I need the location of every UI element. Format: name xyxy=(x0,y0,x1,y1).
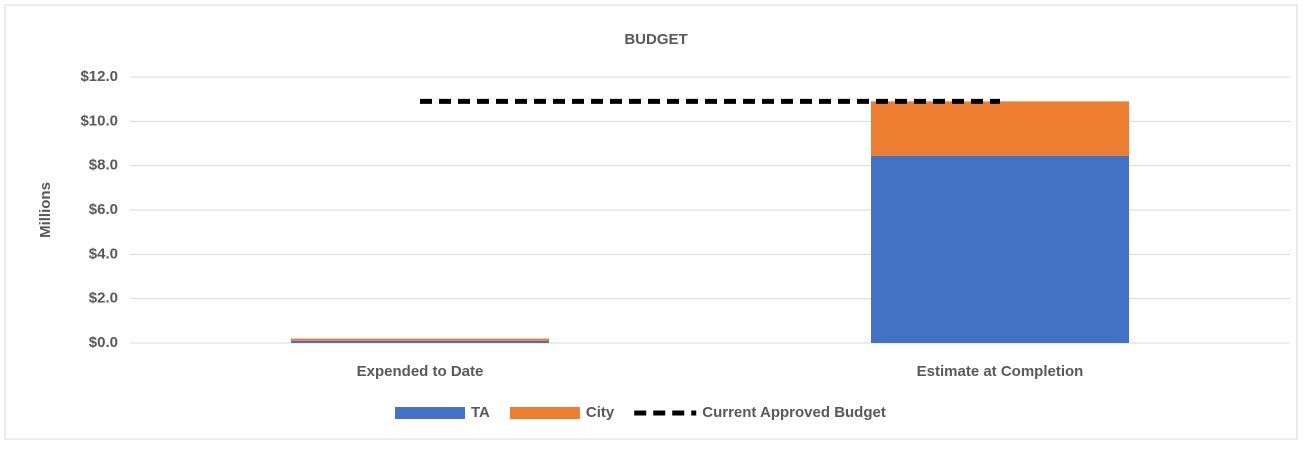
legend-swatch xyxy=(395,407,465,419)
legend-label: Current Approved Budget xyxy=(702,404,886,421)
x-tick-label: Expended to Date xyxy=(357,363,484,380)
bar-segment xyxy=(291,338,549,341)
legend-swatch xyxy=(509,407,580,419)
y-tick-label: $12.0 xyxy=(80,68,118,85)
bar-segment xyxy=(871,101,1129,156)
y-tick-label: $6.0 xyxy=(89,201,118,218)
y-axis-label: Millions xyxy=(37,182,54,238)
y-tick-label: $10.0 xyxy=(80,112,118,129)
x-tick-label: Estimate at Completion xyxy=(917,363,1084,380)
chart-title: BUDGET xyxy=(624,31,687,48)
y-tick-label: $0.0 xyxy=(89,334,118,351)
y-tick-label: $4.0 xyxy=(89,245,118,262)
y-tick-label: $2.0 xyxy=(89,290,118,307)
legend-label: TA xyxy=(471,404,490,421)
bar-segment xyxy=(871,155,1129,343)
legend-label: City xyxy=(586,404,615,421)
bar-segment xyxy=(291,340,549,343)
y-tick-label: $8.0 xyxy=(89,157,118,174)
